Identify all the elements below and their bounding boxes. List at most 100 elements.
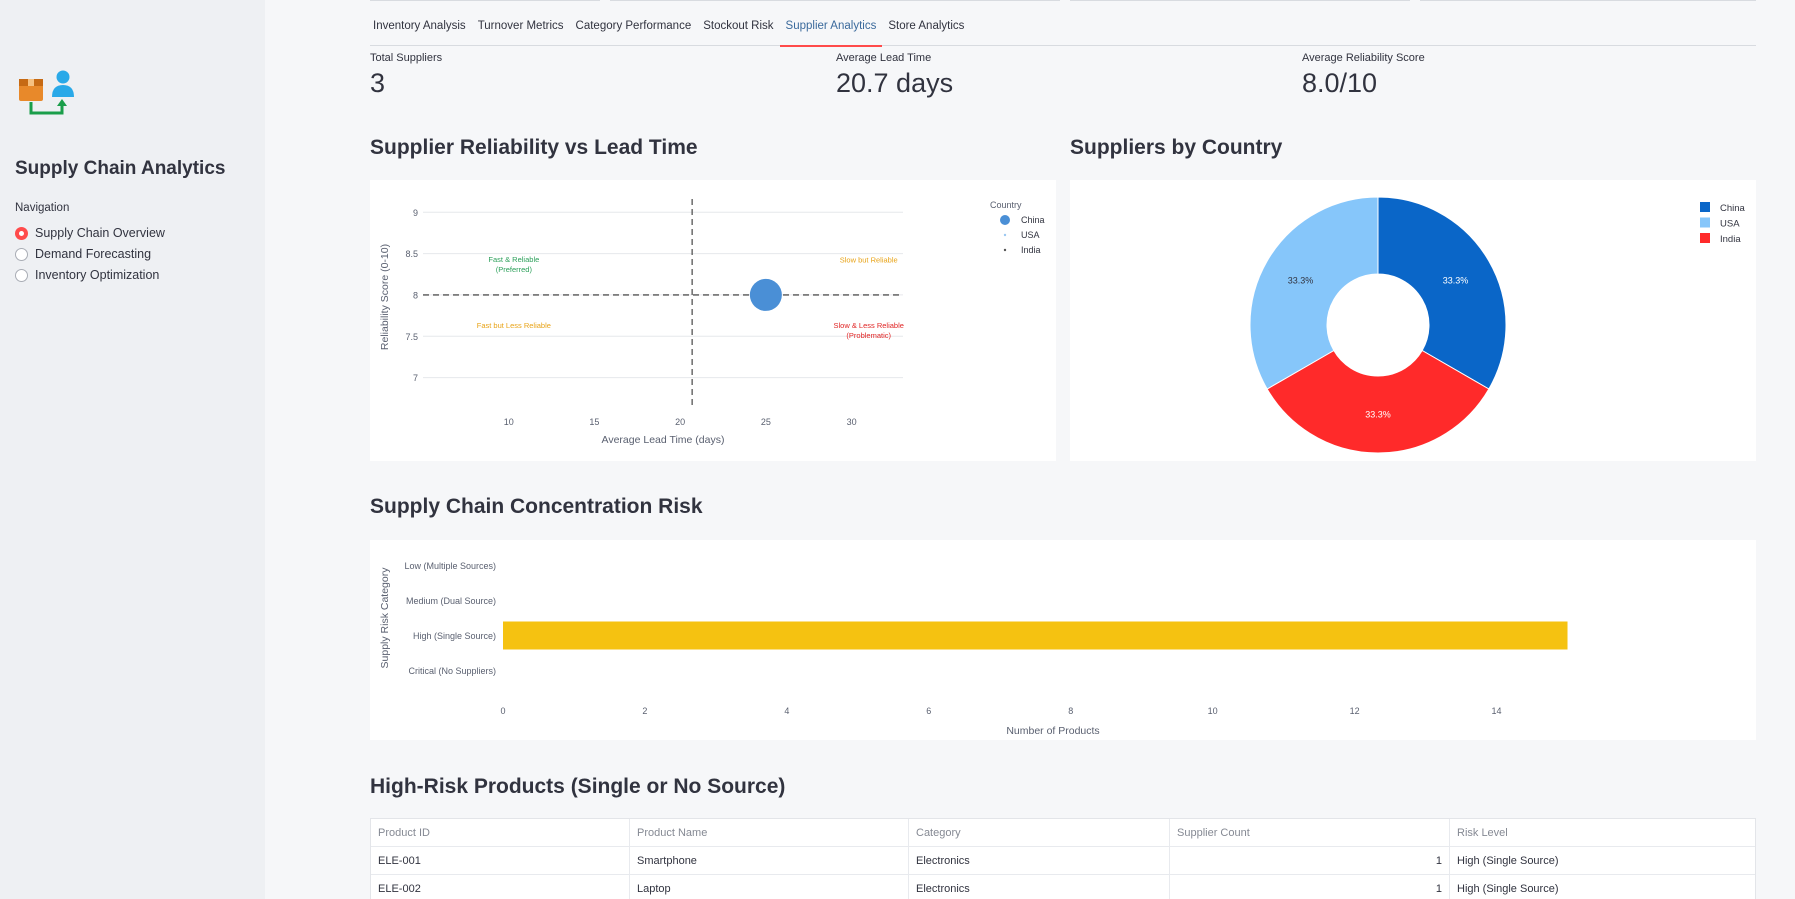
x-tick-label: 20 [675,417,685,427]
donut-slice-usa [1249,196,1379,390]
nav-radio-label: Demand Forecasting [35,247,152,261]
tab-store-analytics[interactable]: Store Analytics [888,20,965,32]
quadrant-annotation: (Preferred) [496,265,533,274]
cell-product-id: ELE-001 [371,847,630,874]
x-tick-label: 4 [784,706,789,716]
metric-value: 8.0/10 [1302,68,1378,98]
table-row[interactable]: ELE-002 Laptop Electronics 1 High (Singl… [371,875,1755,899]
nav-radio-label: Supply Chain Overview [35,226,165,240]
y-tick-label: 9 [413,208,418,218]
metric-label: Average Lead Time [836,52,932,64]
y-tick-label: Critical (No Suppliers) [408,666,496,676]
cell-risk-level: High (Single Source) [1457,855,1559,867]
legend-marker-usa [1003,233,1007,237]
sidebar: Supply Chain Analytics Navigation Supply… [0,0,265,899]
x-tick-label: 30 [847,417,857,427]
donut-chart[interactable]: 33.3% 33.3% 33.3% China USA India [1070,180,1756,461]
slice-label: 33.3% [1443,275,1469,285]
y-tick-label: 8 [413,290,418,300]
legend-label: USA [1720,219,1740,230]
x-tick-label: 0 [500,706,505,716]
scatter-chart-panel: 7 7.5 8 8.5 9 10 15 20 25 30 Fast & Reliable (Prefe… [370,180,1056,461]
x-tick-label: 8 [1068,706,1073,716]
section-title-reliability: Supplier Reliability vs Lead Time [370,136,698,159]
column-header-product-id[interactable]: Product ID [371,819,630,846]
bar-high [503,621,1568,650]
donut-chart-panel: 33.3% 33.3% 33.3% China USA India [1070,180,1756,461]
legend-label: USA [1021,230,1040,240]
x-tick-label: 25 [761,417,771,427]
column-header-risk-level[interactable]: Risk Level [1457,827,1508,839]
slice-label: 33.3% [1288,275,1314,285]
x-tick-label: 6 [926,706,931,716]
column-header-supplier-count[interactable]: Supplier Count [1170,819,1450,846]
navigation-label: Navigation [15,202,70,214]
cell-category: Electronics [909,847,1170,874]
quadrant-annotation: Fast but Less Reliable [477,321,551,330]
x-tick-label: 14 [1492,706,1502,716]
cell-product-name: Smartphone [630,847,909,874]
legend-swatch-china [1700,202,1710,212]
x-tick-label: 10 [504,417,514,427]
tab-supplier-analytics[interactable]: Supplier Analytics [779,14,883,47]
legend-marker-india [1003,248,1007,252]
table-row[interactable]: ELE-001 Smartphone Electronics 1 High (S… [371,847,1755,875]
donut-slice-india [1266,349,1490,454]
donut-slice-china [1377,196,1507,390]
bar-chart[interactable]: Low (Multiple Sources) Medium (Dual Sourc… [370,540,1756,740]
x-tick-label: 15 [589,417,599,427]
y-axis-title: Supply Risk Category [379,567,391,669]
legend-label: India [1720,234,1741,245]
section-title-concentration: Supply Chain Concentration Risk [370,495,703,518]
y-tick-label: 7 [413,373,418,383]
y-tick-label: Low (Multiple Sources) [404,561,496,571]
y-tick-label: Medium (Dual Source) [406,596,496,606]
quadrant-annotation: (Problematic) [846,331,891,340]
supply-chain-logo-icon [18,70,78,120]
cell-product-id: ELE-002 [371,875,630,899]
nav-radio-supply-chain-overview[interactable]: Supply Chain Overview [15,224,165,242]
high-risk-products-table: Product ID Product Name Category Supplie… [370,818,1756,899]
x-tick-label: 10 [1208,706,1218,716]
legend-label: China [1021,215,1045,225]
legend-label: India [1021,245,1041,255]
metric-value: 20.7 days [836,68,954,98]
y-axis-title: Reliability Score (0-10) [379,244,391,350]
quadrant-annotation: Slow but Reliable [840,256,898,265]
table-header-row: Product ID Product Name Category Supplie… [371,819,1755,847]
nav-radio-demand-forecasting[interactable]: Demand Forecasting [15,245,151,263]
slice-label: 33.3% [1365,410,1391,420]
metric-label: Average Reliability Score [1302,52,1425,64]
tab-turnover-metrics[interactable]: Turnover Metrics [477,20,564,32]
data-point-china [749,278,782,311]
column-header-category[interactable]: Category [909,819,1170,846]
cell-supplier-count: 1 [1170,875,1450,899]
cell-risk-level: High (Single Source) [1457,883,1559,895]
radio-selected-icon[interactable] [15,226,28,240]
x-axis-title: Number of Products [1006,725,1099,737]
quadrant-annotation: Slow & Less Reliable [833,321,903,330]
cell-category: Electronics [909,875,1170,899]
y-tick-label: 7.5 [405,332,418,342]
radio-unselected-icon[interactable] [15,247,28,261]
nav-radio-label: Inventory Optimization [35,268,160,282]
tab-stockout-risk[interactable]: Stockout Risk [703,20,774,32]
tab-inventory-analysis[interactable]: Inventory Analysis [373,20,466,32]
x-tick-label: 12 [1350,706,1360,716]
y-tick-label: High (Single Source) [413,631,496,641]
cell-supplier-count: 1 [1170,847,1450,874]
radio-unselected-icon[interactable] [15,268,28,282]
y-tick-label: 8.5 [405,249,418,259]
metric-total-suppliers: Total Suppliers 3 [370,52,442,99]
legend-marker-china [1000,215,1010,225]
x-axis-title: Average Lead Time (days) [602,434,725,446]
x-tick-label: 2 [642,706,647,716]
quadrant-annotation: Fast & Reliable [488,255,539,264]
section-title-high-risk: High-Risk Products (Single or No Source) [370,775,786,798]
tab-category-performance[interactable]: Category Performance [575,20,692,32]
nav-radio-inventory-optimization[interactable]: Inventory Optimization [15,266,159,284]
bar-chart-panel: Low (Multiple Sources) Medium (Dual Sourc… [370,540,1756,740]
column-header-product-name[interactable]: Product Name [630,819,909,846]
metric-value: 3 [370,68,386,98]
scatter-chart[interactable]: 7 7.5 8 8.5 9 10 15 20 25 30 Fast & Reliable(Prefe… [370,180,1056,461]
